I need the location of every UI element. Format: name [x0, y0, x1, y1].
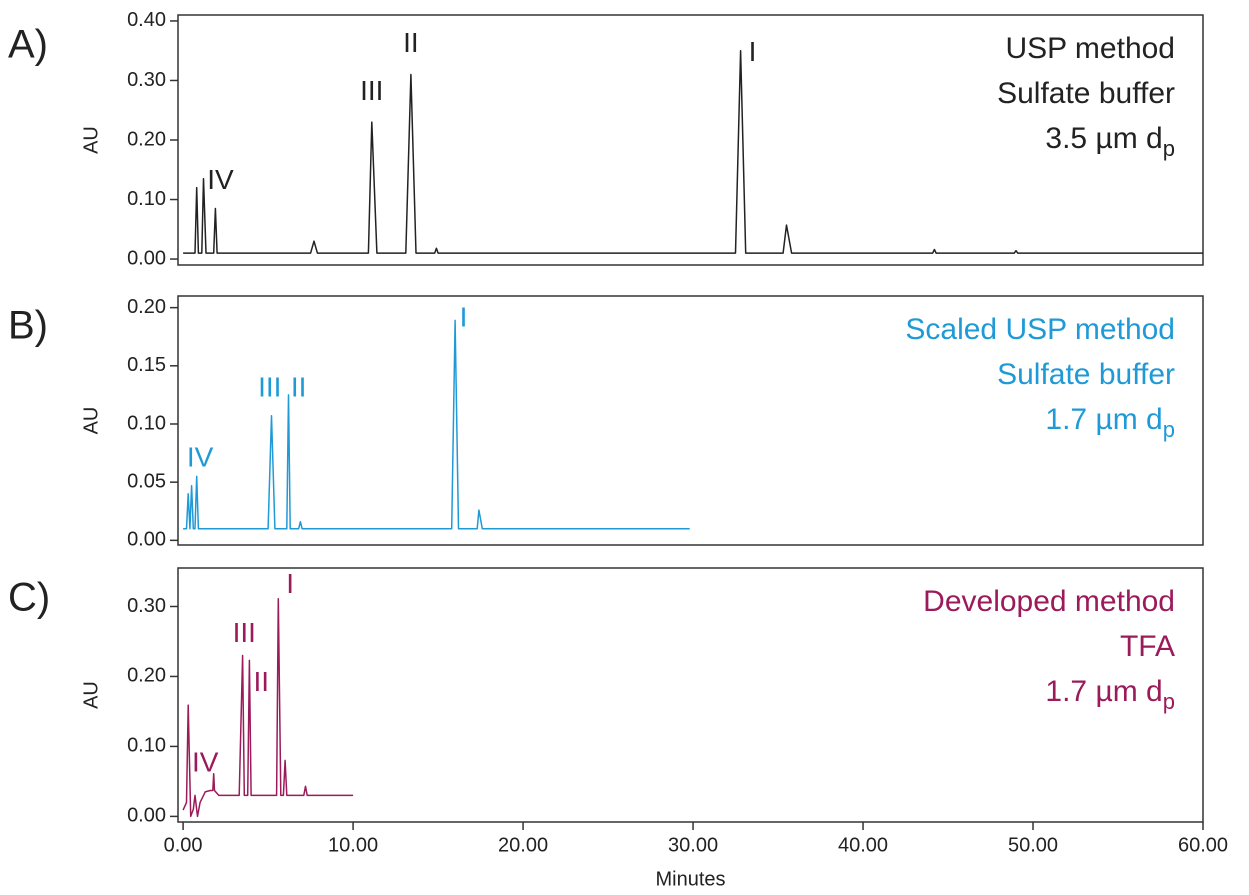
y-tick-label: 0.30	[127, 69, 166, 91]
particle-size: 1.7 µm dp	[1045, 403, 1175, 442]
particle-size: 3.5 µm dp	[1045, 122, 1175, 161]
chromatogram-trace	[183, 319, 690, 530]
x-tick-label: 20.00	[498, 834, 548, 856]
y-tick-label: 0.40	[127, 9, 166, 31]
y-tick-label: 0.10	[127, 188, 166, 210]
y-tick-label: 0.05	[127, 470, 166, 492]
y-tick-label: 0.20	[127, 665, 166, 687]
particle-size-text: 3.5 µm d	[1045, 122, 1162, 155]
particle-size-subscript: p	[1163, 689, 1175, 714]
peak-label: I	[749, 36, 757, 67]
panel-label: A)	[8, 23, 48, 67]
peak-label: III	[233, 617, 256, 648]
peak-label: III	[258, 371, 281, 402]
particle-size-text: 1.7 µm d	[1045, 403, 1162, 436]
panel-label: B)	[8, 304, 48, 348]
y-tick-label: 0.20	[127, 128, 166, 150]
x-axis-label: Minutes	[655, 868, 725, 890]
x-tick-label: 10.00	[328, 834, 378, 856]
particle-size-text: 1.7 µm d	[1045, 675, 1162, 708]
peak-label: IV	[207, 164, 234, 195]
peak-label: IV	[192, 746, 219, 777]
panel-label: C)	[8, 576, 50, 620]
y-tick-label: 0.10	[127, 735, 166, 757]
particle-size-subscript: p	[1163, 417, 1175, 442]
chromatogram-trace	[182, 598, 354, 818]
x-tick-label: 50.00	[1008, 834, 1058, 856]
peak-label: I	[460, 302, 468, 333]
x-tick-label: 40.00	[838, 834, 888, 856]
y-axis-label: AU	[80, 407, 102, 435]
plot-frame	[177, 567, 1204, 823]
peak-label: II	[403, 27, 419, 58]
y-axis-label: AU	[80, 126, 102, 154]
y-tick-label: 0.30	[127, 595, 166, 617]
x-tick-label: 30.00	[668, 834, 718, 856]
particle-size-subscript: p	[1163, 136, 1175, 161]
plot-frame	[177, 295, 1204, 546]
method-label: Sulfate buffer	[997, 77, 1175, 110]
peak-label: III	[360, 75, 383, 106]
method-label: Developed method	[923, 585, 1175, 618]
y-tick-label: 0.00	[127, 805, 166, 827]
y-tick-label: 0.00	[127, 247, 166, 269]
method-label: Scaled USP method	[905, 313, 1175, 346]
peak-label: II	[254, 666, 270, 697]
y-tick-label: 0.20	[127, 296, 166, 318]
y-tick-label: 0.00	[127, 529, 166, 551]
y-axis-label: AU	[80, 681, 102, 709]
x-tick-label: 0.00	[164, 834, 203, 856]
method-label: Sulfate buffer	[997, 358, 1175, 391]
method-label: USP method	[1005, 32, 1175, 65]
peak-label: I	[286, 568, 294, 599]
x-tick-label: 60.00	[1178, 834, 1228, 856]
peak-label: IV	[187, 441, 214, 472]
chromatogram-trace	[183, 49, 1203, 254]
y-tick-label: 0.10	[127, 412, 166, 434]
y-tick-label: 0.15	[127, 354, 166, 376]
method-label: TFA	[1120, 630, 1175, 663]
peak-label: II	[291, 371, 307, 402]
particle-size: 1.7 µm dp	[1045, 675, 1175, 714]
